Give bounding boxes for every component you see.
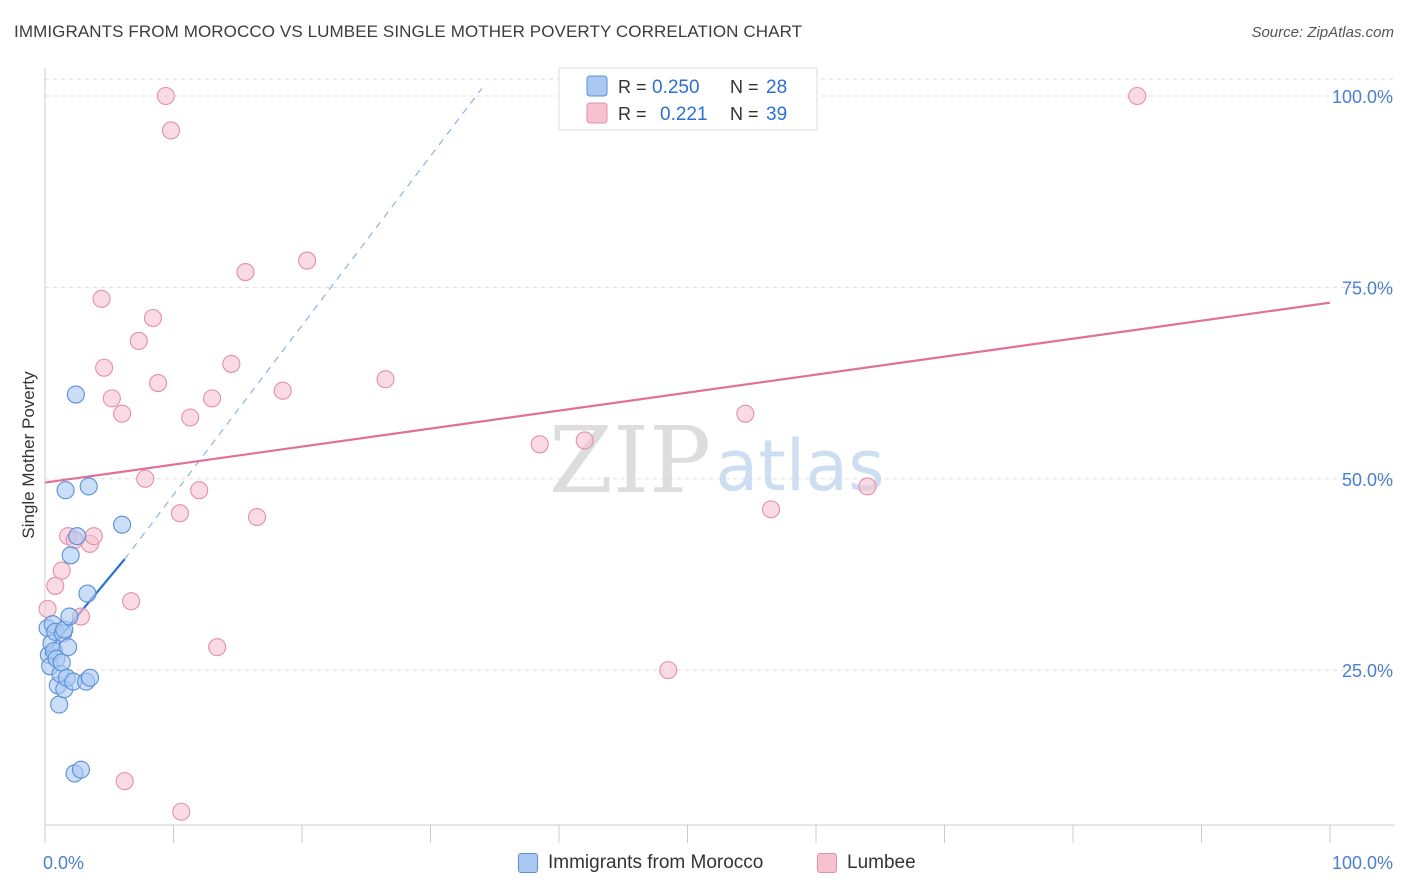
watermark: ZIP atlas <box>549 407 885 514</box>
legend-swatch-morocco <box>586 75 608 97</box>
legend-item-morocco[interactable]: Immigrants from Morocco <box>518 852 763 874</box>
point-morocco-27[interactable] <box>80 668 100 687</box>
chart-title: IMMIGRANTS FROM MOROCCO VS LUMBEE SINGLE… <box>14 22 803 41</box>
y-tick-label-1: 50.0% <box>1342 470 1393 490</box>
point-lumbee-33[interactable] <box>736 404 755 423</box>
point-lumbee-1[interactable] <box>46 576 65 595</box>
point-lumbee-0[interactable] <box>38 599 57 618</box>
point-morocco-29[interactable] <box>113 515 132 534</box>
trend-line-lumbee <box>44 301 1331 484</box>
point-morocco-9[interactable] <box>50 695 69 714</box>
point-lumbee-18[interactable] <box>161 121 180 140</box>
legend-r-value-morocco: 0.250 <box>652 77 700 98</box>
axes <box>44 68 1395 843</box>
point-lumbee-11[interactable] <box>113 404 132 423</box>
point-lumbee-19[interactable] <box>170 504 189 523</box>
point-lumbee-37[interactable] <box>115 772 134 791</box>
legend-r-label-morocco: R = <box>618 77 647 97</box>
data-points <box>38 86 1147 821</box>
legend-item-lumbee[interactable]: Lumbee <box>817 852 916 874</box>
legend-n-label-morocco: N = <box>730 77 759 97</box>
y-tick-label-2: 75.0% <box>1342 278 1393 298</box>
point-lumbee-36[interactable] <box>1128 86 1147 106</box>
point-lumbee-13[interactable] <box>129 331 148 351</box>
point-morocco-15[interactable] <box>56 481 75 500</box>
point-lumbee-28[interactable] <box>298 251 317 270</box>
point-lumbee-21[interactable] <box>190 481 209 500</box>
trend-lines <box>44 87 1331 656</box>
legend-label-morocco: Immigrants from Morocco <box>548 852 764 873</box>
point-lumbee-38[interactable] <box>172 802 191 821</box>
point-lumbee-31[interactable] <box>575 431 594 450</box>
point-lumbee-15[interactable] <box>143 308 162 328</box>
point-lumbee-25[interactable] <box>236 263 255 282</box>
point-lumbee-17[interactable] <box>156 86 175 106</box>
legend-r-label-lumbee: R = <box>618 104 647 124</box>
point-morocco-17[interactable] <box>59 638 78 657</box>
legend-swatch-lumbee-bottom <box>817 853 837 873</box>
point-morocco-25[interactable] <box>78 584 97 603</box>
legend-n-value-lumbee: 39 <box>766 104 787 125</box>
legend-swatch-lumbee <box>586 102 608 124</box>
point-morocco-23[interactable] <box>71 760 91 779</box>
x-tick-label-1: 100.0% <box>1332 853 1393 873</box>
stats-legend: R = 0.250 N = 28 R = 0.221 N = 39 <box>558 67 818 131</box>
point-lumbee-9[interactable] <box>95 358 114 377</box>
point-lumbee-2[interactable] <box>52 561 71 580</box>
point-lumbee-35[interactable] <box>858 477 877 496</box>
point-lumbee-30[interactable] <box>530 435 549 454</box>
x-tick-label-0: 0.0% <box>43 853 84 873</box>
legend-n-label-lumbee: N = <box>730 104 759 124</box>
y-axis-label: Single Mother Poverty <box>19 371 38 539</box>
tick-labels: 25.0% 50.0% 75.0% 100.0% 0.0% 100.0% <box>43 87 1393 873</box>
trend-extension-morocco <box>124 87 483 560</box>
source-label: Source: ZipAtlas.com <box>1251 24 1394 41</box>
watermark-zip: ZIP <box>549 407 711 514</box>
point-lumbee-20[interactable] <box>181 408 200 427</box>
y-tick-label-3: 100.0% <box>1332 87 1393 107</box>
point-lumbee-32[interactable] <box>659 661 678 680</box>
legend-r-value-lumbee: 0.221 <box>660 104 708 125</box>
point-lumbee-34[interactable] <box>761 500 781 519</box>
point-morocco-28[interactable] <box>66 385 85 404</box>
point-lumbee-29[interactable] <box>376 370 395 389</box>
point-lumbee-22[interactable] <box>203 389 222 408</box>
series-legend: Immigrants from Morocco Lumbee <box>0 852 1406 878</box>
point-lumbee-24[interactable] <box>222 354 241 373</box>
point-morocco-18[interactable] <box>60 607 79 626</box>
point-morocco-26[interactable] <box>79 477 98 496</box>
point-lumbee-10[interactable] <box>102 389 121 408</box>
point-morocco-19[interactable] <box>61 546 80 565</box>
point-lumbee-8[interactable] <box>92 289 111 308</box>
legend-label-lumbee: Lumbee <box>847 852 916 873</box>
legend-swatch-morocco-bottom <box>518 853 538 873</box>
legend-n-value-morocco: 28 <box>766 77 787 98</box>
point-lumbee-12[interactable] <box>122 592 141 611</box>
point-lumbee-16[interactable] <box>149 374 168 393</box>
point-lumbee-14[interactable] <box>136 469 155 488</box>
point-morocco-22[interactable] <box>68 527 87 546</box>
watermark-atlas: atlas <box>715 425 884 507</box>
point-lumbee-27[interactable] <box>273 381 292 400</box>
point-morocco-11[interactable] <box>52 653 71 672</box>
point-lumbee-23[interactable] <box>208 638 227 657</box>
point-lumbee-26[interactable] <box>247 507 267 527</box>
grid-lines <box>45 78 1395 671</box>
point-lumbee-7[interactable] <box>84 527 103 546</box>
y-tick-label-0: 25.0% <box>1342 661 1393 681</box>
